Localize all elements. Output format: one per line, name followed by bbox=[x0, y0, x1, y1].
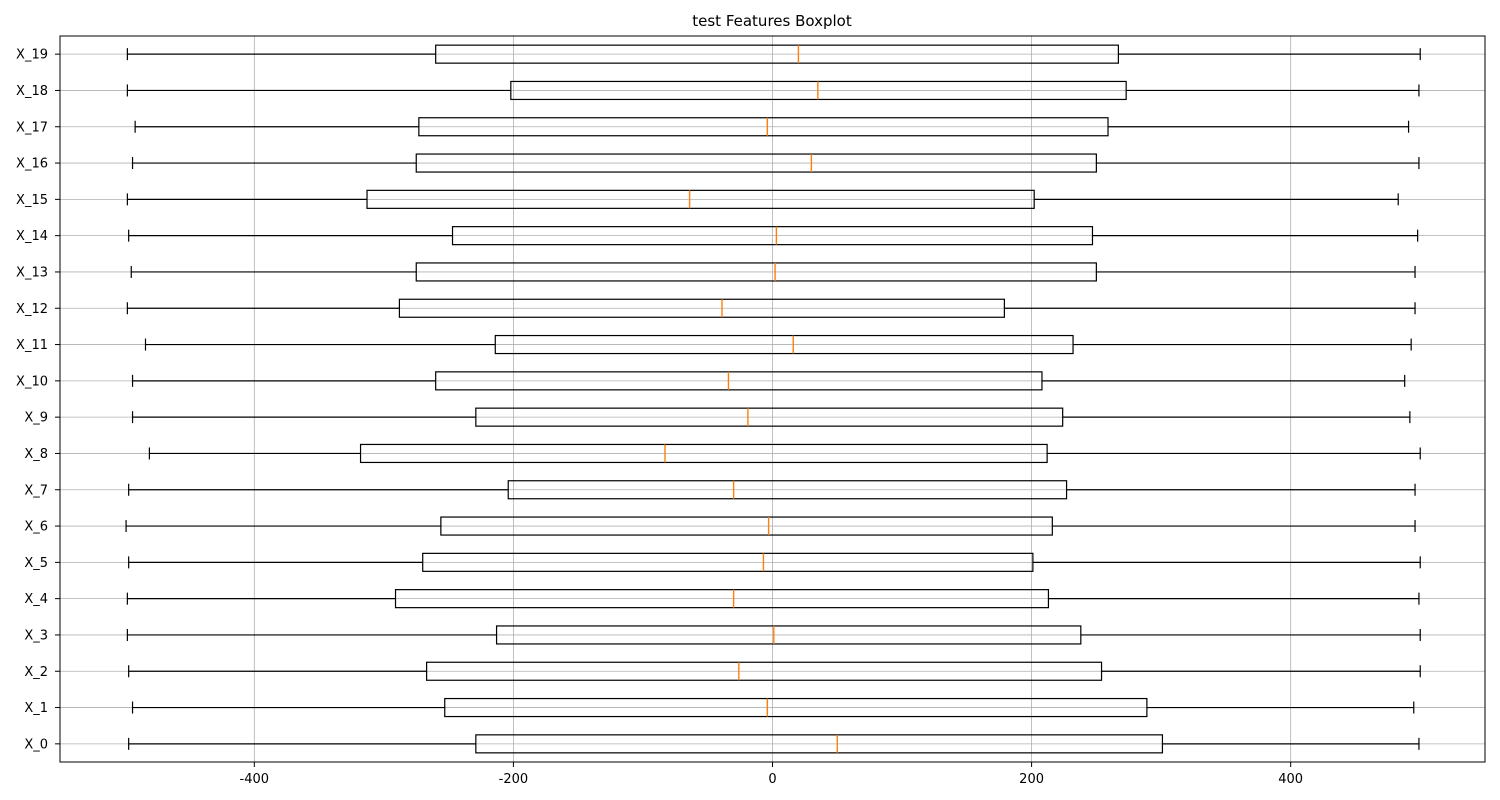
iqr-box bbox=[435, 371, 1043, 391]
box-x-19 bbox=[126, 44, 1421, 64]
y-tick-label: X_5 bbox=[24, 556, 48, 571]
y-tick-label: X_6 bbox=[24, 520, 48, 535]
x-tick-label: 200 bbox=[1019, 772, 1044, 787]
box-x-12 bbox=[126, 298, 1416, 318]
box-x-6 bbox=[125, 516, 1416, 536]
x-tick-label: -400 bbox=[240, 772, 270, 787]
box-x-2 bbox=[128, 661, 1421, 681]
y-tick-label: X_13 bbox=[16, 265, 48, 280]
iqr-box bbox=[394, 589, 1050, 609]
iqr-box bbox=[426, 661, 1103, 681]
x-tick-label: 0 bbox=[768, 772, 776, 787]
y-tick-label: X_2 bbox=[24, 665, 48, 680]
iqr-box bbox=[415, 262, 1097, 282]
y-tick-label: X_16 bbox=[16, 157, 48, 172]
box-x-9 bbox=[131, 407, 1411, 427]
box-x-15 bbox=[126, 189, 1399, 209]
grid-layer bbox=[60, 36, 1485, 762]
chart-title: test Features Boxplot bbox=[692, 12, 852, 30]
iqr-box bbox=[359, 443, 1048, 464]
box-x-16 bbox=[131, 153, 1420, 173]
box-x-3 bbox=[126, 625, 1421, 645]
iqr-box bbox=[507, 480, 1068, 500]
y-tick-label: X_19 bbox=[16, 48, 48, 63]
y-tick-label: X_18 bbox=[16, 84, 48, 99]
box-x-18 bbox=[126, 80, 1420, 101]
iqr-box bbox=[435, 44, 1119, 64]
y-tick-label: X_15 bbox=[16, 193, 48, 208]
iqr-box bbox=[451, 226, 1094, 246]
iqr-box bbox=[366, 189, 1035, 209]
box-x-14 bbox=[128, 226, 1419, 246]
y-tick-label: X_0 bbox=[24, 737, 48, 752]
iqr-box bbox=[444, 697, 1148, 718]
y-tick-label: X_4 bbox=[24, 592, 48, 607]
y-tick-label: X_8 bbox=[24, 447, 48, 462]
box-x-13 bbox=[130, 262, 1416, 282]
iqr-box bbox=[398, 298, 1005, 318]
y-tick-label: X_9 bbox=[24, 411, 48, 426]
box-x-8 bbox=[148, 443, 1421, 464]
iqr-box bbox=[494, 334, 1074, 355]
y-tick-label: X_7 bbox=[24, 483, 48, 498]
box-x-1 bbox=[131, 697, 1415, 718]
y-tick-label: X_11 bbox=[16, 338, 48, 353]
box-x-11 bbox=[144, 334, 1412, 355]
box-x-10 bbox=[131, 371, 1406, 391]
box-x-7 bbox=[128, 480, 1416, 500]
y-tick-label: X_17 bbox=[16, 120, 48, 135]
boxes-layer bbox=[125, 44, 1421, 754]
iqr-box bbox=[422, 552, 1034, 572]
iqr-box bbox=[495, 625, 1082, 645]
iqr-box bbox=[475, 407, 1064, 427]
y-tick-label: X_3 bbox=[24, 628, 48, 643]
box-x-0 bbox=[128, 734, 1420, 754]
x-tick-label: 400 bbox=[1278, 772, 1303, 787]
y-tick-label: X_1 bbox=[24, 701, 48, 716]
y-tick-label: X_12 bbox=[16, 302, 48, 317]
x-tick-label: -200 bbox=[499, 772, 529, 787]
axes-layer: -400 -200 0 200 400 X_0 X_1 X_2 X_3 X_4 X_5 X_6 X_7 X… bbox=[16, 35, 1486, 787]
box-x-17 bbox=[134, 117, 1410, 137]
iqr-box bbox=[415, 153, 1097, 173]
iqr-box bbox=[418, 117, 1109, 137]
y-tick-label: X_14 bbox=[16, 229, 48, 244]
box-x-5 bbox=[128, 552, 1421, 572]
y-tick-label: X_10 bbox=[16, 374, 48, 389]
box-x-4 bbox=[126, 589, 1420, 609]
iqr-box bbox=[440, 516, 1053, 536]
iqr-box bbox=[475, 734, 1164, 754]
